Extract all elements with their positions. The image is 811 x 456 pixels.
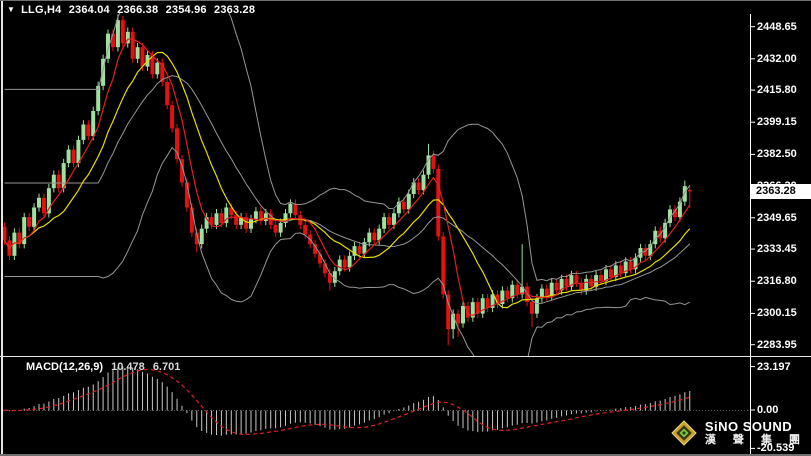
open-value: 2364.04: [68, 4, 110, 16]
axis-tick-label: 2399.15: [757, 116, 797, 129]
axis-tick-label: 2349.65: [757, 211, 797, 224]
logo-chinese-text: 漢 聲 集 團: [704, 433, 807, 446]
panel-separator: [0, 356, 811, 357]
price-chart-area[interactable]: [3, 14, 750, 356]
close-value: 2363.28: [214, 4, 256, 16]
low-value: 2354.96: [165, 4, 207, 16]
axis-tick-label: -20.539: [757, 442, 795, 455]
axis-tick-label: 2316.80: [757, 275, 797, 288]
symbol-timeframe-label: LLG,H4: [21, 4, 62, 16]
bottom-border: [0, 454, 811, 456]
sino-sound-logo-icon: [671, 420, 697, 446]
current-price-tag: 2363.28: [751, 184, 811, 199]
axis-tick-label: 2333.45: [757, 243, 797, 256]
macd-signal-value: 6.701: [152, 361, 181, 373]
chart-ohlc-title: ▼ LLG,H4 2364.04 2366.38 2354.96 2363.28: [7, 4, 259, 16]
logo-brand-text: SiNO SOUND: [704, 418, 793, 434]
axis-tick-label: 0.00: [757, 404, 779, 416]
price-axis-scale[interactable]: [751, 14, 811, 454]
sino-sound-logo: SiNO SOUND 漢 聲 集 團: [669, 418, 807, 448]
axis-tick-label: 23.197: [757, 360, 791, 373]
axis-tick-label: 2382.50: [757, 148, 797, 161]
axis-tick-label: 2283.95: [757, 338, 797, 351]
symbol-dropdown-icon[interactable]: ▼: [7, 5, 16, 14]
macd-main-value: 10.478: [111, 361, 145, 373]
macd-indicator-label: MACD(12,26,9) 10.478 6.701: [26, 361, 180, 373]
axis-tick-label: 2448.65: [757, 20, 797, 33]
top-border: [0, 0, 811, 1]
macd-name: MACD(12,26,9): [26, 361, 104, 373]
high-value: 2366.38: [117, 4, 159, 16]
axis-tick-label: 2432.00: [757, 52, 797, 65]
axis-tick-label: 2415.80: [757, 84, 797, 97]
axis-tick-label: 2300.15: [757, 307, 797, 320]
left-border: [1, 1, 3, 454]
